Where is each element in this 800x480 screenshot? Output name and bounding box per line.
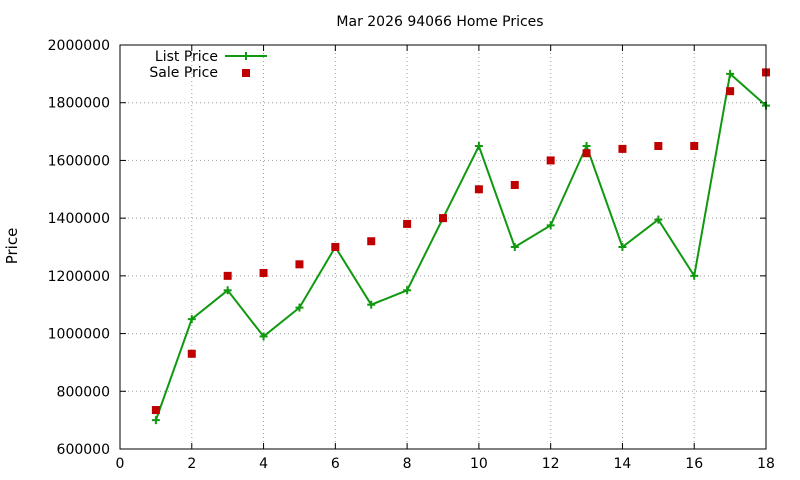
sale-price-point xyxy=(618,144,627,153)
list-price-point xyxy=(403,286,412,295)
list-price-point xyxy=(474,142,483,150)
sale-price-point xyxy=(223,271,232,280)
sale-price-point xyxy=(546,156,555,165)
x-tick-label: 4 xyxy=(259,456,268,472)
sale-price-point xyxy=(151,406,160,415)
list-price-point xyxy=(654,215,663,224)
list-price-line xyxy=(154,71,767,421)
y-axis-label: Price xyxy=(3,228,21,265)
list-price-point xyxy=(151,416,160,425)
y-tick-label: 2000000 xyxy=(48,38,110,54)
axis-ticks: 0 2 4 6 8 10 12 14 16 18 600000 800000 1000000 120000… xyxy=(48,38,775,472)
sale-price-series xyxy=(151,68,770,415)
sale-price-point xyxy=(474,185,483,194)
legend-item-sale-price: Sale Price xyxy=(149,65,250,81)
list-price-series xyxy=(151,69,770,425)
x-tick-label: 6 xyxy=(331,456,340,472)
x-tick-label: 18 xyxy=(757,456,775,472)
series-layer xyxy=(151,68,770,425)
list-price-point xyxy=(295,303,304,312)
sale-price-point xyxy=(259,268,268,277)
y-tick-label: 600000 xyxy=(57,442,110,458)
x-tick-label: 8 xyxy=(403,456,412,472)
sale-price-point xyxy=(726,87,735,96)
list-price-point xyxy=(690,271,699,280)
legend-label-list-price: List Price xyxy=(155,49,218,65)
sale-price-point xyxy=(295,260,304,269)
list-price-point xyxy=(367,300,376,309)
y-tick-label: 1800000 xyxy=(48,96,110,112)
list-price-point xyxy=(546,221,555,230)
chart-title: Mar 2026 94066 Home Prices xyxy=(336,14,543,30)
legend-label-sale-price: Sale Price xyxy=(149,65,218,81)
list-price-point xyxy=(582,142,591,150)
list-price-point xyxy=(223,286,232,295)
y-tick-label: 1000000 xyxy=(48,327,110,343)
list-price-point xyxy=(618,243,627,251)
y-tick-label: 1400000 xyxy=(48,211,110,227)
gridlines xyxy=(120,45,766,449)
legend-marker-sale-price xyxy=(242,69,250,77)
y-tick-label: 1600000 xyxy=(48,153,110,169)
legend-item-list-price: List Price xyxy=(155,49,267,65)
x-tick-label: 12 xyxy=(542,456,560,472)
x-tick-label: 16 xyxy=(685,456,703,472)
y-tick-label: 800000 xyxy=(57,384,110,400)
x-tick-label: 10 xyxy=(470,456,488,472)
sale-price-point xyxy=(582,149,591,158)
plot-frame xyxy=(119,44,767,450)
sale-price-point xyxy=(654,142,663,150)
list-price-point xyxy=(259,332,268,341)
sale-price-point xyxy=(439,214,447,223)
x-tick-label: 2 xyxy=(187,456,196,472)
sale-price-point xyxy=(690,142,699,150)
sale-price-point xyxy=(510,180,519,189)
list-price-point xyxy=(510,243,519,251)
list-price-point xyxy=(187,315,196,324)
sale-price-point xyxy=(367,237,376,246)
sale-price-point xyxy=(187,349,196,358)
x-tick-label: 0 xyxy=(116,456,125,472)
sale-price-point xyxy=(331,243,340,251)
list-price-point xyxy=(726,69,735,78)
legend-marker-list-price xyxy=(242,52,250,60)
x-tick-label: 14 xyxy=(614,456,632,472)
sale-price-point xyxy=(403,219,412,228)
y-tick-label: 1200000 xyxy=(48,269,110,285)
